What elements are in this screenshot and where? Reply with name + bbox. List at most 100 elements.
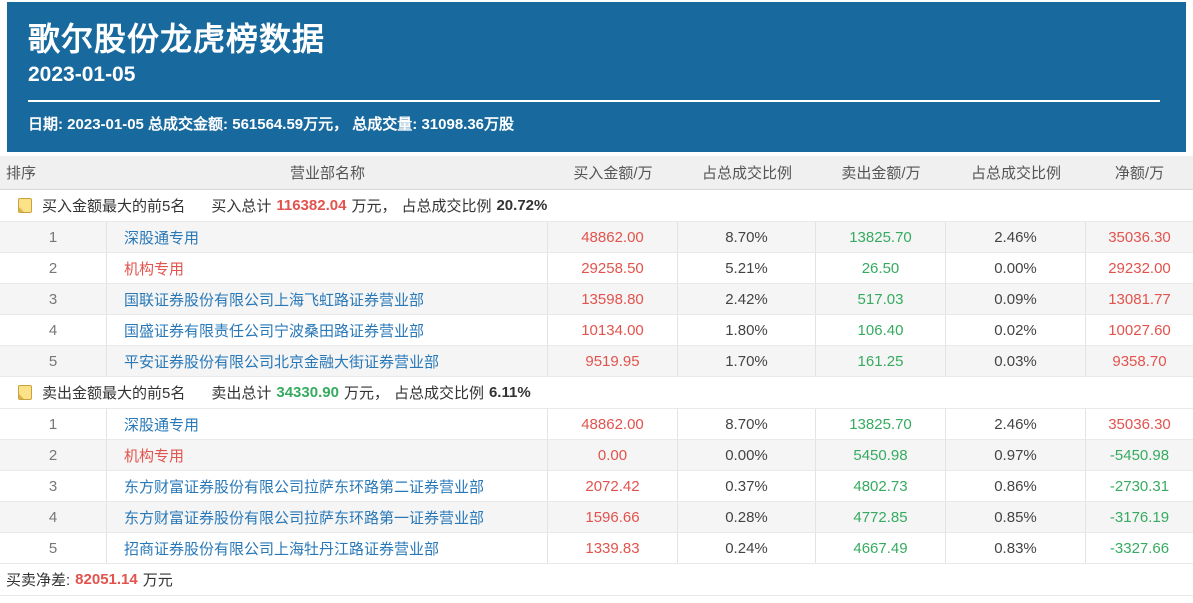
broker-name-link[interactable]: 深股通专用 <box>107 409 548 439</box>
table-row: 1 深股通专用 48862.00 8.70% 13825.70 2.46% 35036.30 <box>0 222 1193 253</box>
buy-amount: 2072.42 <box>548 471 678 501</box>
broker-name-link[interactable]: 东方财富证券股份有限公司拉萨东环路第二证券营业部 <box>107 471 548 501</box>
table-row: 3 国联证券股份有限公司上海飞虹路证券营业部 13598.80 2.42% 517.03… <box>0 284 1193 315</box>
net-amount: -5450.98 <box>1109 446 1170 464</box>
buy-ratio: 0.00% <box>678 440 816 470</box>
buy-ratio: 0.24% <box>678 533 816 563</box>
buy-amount: 10134.00 <box>548 315 678 345</box>
rank-cell: 1 <box>0 222 107 252</box>
net-amount: 35036.30 <box>1108 415 1171 433</box>
note-icon <box>18 385 32 400</box>
net-amount: 10027.60 <box>1108 321 1171 339</box>
net-amount: 13081.77 <box>1108 290 1171 308</box>
buy-amount: 0.00 <box>548 440 678 470</box>
table-row: 4 国盛证券有限责任公司宁波桑田路证券营业部 10134.00 1.80% 106.40… <box>0 315 1193 346</box>
section-ratio-value: 6.11% <box>488 384 531 401</box>
net-diff-label: 买卖净差: <box>6 572 71 589</box>
net-amount: 29232.00 <box>1108 259 1171 277</box>
section-total-label: 卖出总计 <box>211 385 272 402</box>
lhb-table: 排序 营业部名称 买入金额/万 占总成交比例 卖出金额/万 占总成交比例 净额/万 买入金额… <box>0 156 1193 596</box>
buy-ratio: 2.42% <box>678 284 816 314</box>
note-icon <box>18 198 32 213</box>
broker-name-link[interactable]: 国盛证券有限责任公司宁波桑田路证券营业部 <box>107 315 548 345</box>
broker-name-link[interactable]: 国联证券股份有限公司上海飞虹路证券营业部 <box>107 284 548 314</box>
section-total-label: 买入总计 <box>211 198 272 215</box>
buy-ratio: 1.70% <box>678 346 816 376</box>
header-date: 2023-01-05 <box>28 63 136 86</box>
rank-cell: 4 <box>0 502 107 532</box>
section-total-value: 116382.04 <box>276 197 347 214</box>
broker-name-link[interactable]: 招商证券股份有限公司上海牡丹江路证券营业部 <box>107 533 548 563</box>
page-title: 歌尔股份龙虎榜数据 <box>28 21 326 57</box>
net-diff-footer: 买卖净差: 82051.14 万元 <box>0 564 1193 596</box>
table-row: 5 招商证券股份有限公司上海牡丹江路证券营业部 1339.83 0.24% 4667.4… <box>0 533 1193 564</box>
sell-ratio: 0.00% <box>946 253 1086 283</box>
table-row: 2 机构专用 29258.50 5.21% 26.50 0.00% 29232.00 <box>0 253 1193 284</box>
net-amount: -2730.31 <box>1109 477 1170 495</box>
section-header-buy: 买入金额最大的前5名 买入总计 116382.04 万元， 占总成交比例 20.72% <box>0 190 1193 222</box>
net-diff-value: 82051.14 <box>75 571 138 588</box>
sell-ratio: 0.09% <box>946 284 1086 314</box>
buy-amount: 1596.66 <box>548 502 678 532</box>
section-title: 卖出金额最大的前5名 <box>42 385 186 402</box>
section-total-value: 34330.90 <box>276 384 339 401</box>
column-header-2: 买入金额/万 <box>573 165 653 182</box>
net-diff-unit: 万元 <box>142 572 173 589</box>
broker-name-link[interactable]: 机构专用 <box>107 253 548 283</box>
section-ratio-value: 20.72% <box>496 197 548 214</box>
sell-amount: 5450.98 <box>816 440 946 470</box>
section-ratio-label: 占总成交比例 <box>401 198 492 215</box>
broker-name-link[interactable]: 机构专用 <box>107 440 548 470</box>
sell-ratio: 0.83% <box>946 533 1086 563</box>
sell-ratio: 2.46% <box>946 409 1086 439</box>
sell-ratio: 0.86% <box>946 471 1086 501</box>
table-body: 买入金额最大的前5名 买入总计 116382.04 万元， 占总成交比例 20.72% 1 深… <box>0 190 1193 564</box>
rank-cell: 5 <box>0 533 107 563</box>
sell-ratio: 0.97% <box>946 440 1086 470</box>
column-header-0: 排序 <box>6 165 37 182</box>
net-amount: 9358.70 <box>1112 352 1167 370</box>
section-total-unit: 万元， <box>351 198 397 215</box>
section-header-sell: 卖出金额最大的前5名 卖出总计 34330.90 万元， 占总成交比例 6.11% <box>0 377 1193 409</box>
buy-amount: 29258.50 <box>548 253 678 283</box>
sell-amount: 13825.70 <box>816 409 946 439</box>
sell-amount: 4667.49 <box>816 533 946 563</box>
buy-ratio: 1.80% <box>678 315 816 345</box>
buy-amount: 48862.00 <box>548 222 678 252</box>
rank-cell: 1 <box>0 409 107 439</box>
buy-amount: 48862.00 <box>548 409 678 439</box>
net-amount: -3327.66 <box>1109 539 1170 557</box>
net-amount: -3176.19 <box>1109 508 1170 526</box>
broker-name-link[interactable]: 深股通专用 <box>107 222 548 252</box>
sell-ratio: 0.03% <box>946 346 1086 376</box>
header-summary: 日期: 2023-01-05 总成交金额: 561564.59万元， 总成交量:… <box>28 116 515 133</box>
sell-amount: 517.03 <box>816 284 946 314</box>
rank-cell: 4 <box>0 315 107 345</box>
sell-amount: 4772.85 <box>816 502 946 532</box>
buy-ratio: 8.70% <box>678 409 816 439</box>
section-ratio-label: 占总成交比例 <box>393 385 484 402</box>
sell-amount: 106.40 <box>816 315 946 345</box>
rank-cell: 2 <box>0 440 107 470</box>
table-row: 1 深股通专用 48862.00 8.70% 13825.70 2.46% 35036.30 <box>0 409 1193 440</box>
rank-cell: 5 <box>0 346 107 376</box>
table-row: 4 东方财富证券股份有限公司拉萨东环路第一证券营业部 1596.66 0.28% 477… <box>0 502 1193 533</box>
sell-ratio: 0.85% <box>946 502 1086 532</box>
page-header: 歌尔股份龙虎榜数据 2023-01-05 日期: 2023-01-05 总成交金… <box>7 2 1186 152</box>
sell-ratio: 2.46% <box>946 222 1086 252</box>
table-header-row: 排序 营业部名称 买入金额/万 占总成交比例 卖出金额/万 占总成交比例 净额/万 <box>0 156 1193 190</box>
buy-ratio: 0.37% <box>678 471 816 501</box>
buy-ratio: 5.21% <box>678 253 816 283</box>
table-row: 3 东方财富证券股份有限公司拉萨东环路第二证券营业部 2072.42 0.37% 480… <box>0 471 1193 502</box>
sell-amount: 13825.70 <box>816 222 946 252</box>
column-header-4: 卖出金额/万 <box>841 165 921 182</box>
broker-name-link[interactable]: 平安证券股份有限公司北京金融大街证券营业部 <box>107 346 548 376</box>
sell-ratio: 0.02% <box>946 315 1086 345</box>
section-total-unit: 万元， <box>343 385 389 402</box>
column-header-1: 营业部名称 <box>289 165 365 182</box>
rank-cell: 3 <box>0 471 107 501</box>
sell-amount: 161.25 <box>816 346 946 376</box>
rank-cell: 2 <box>0 253 107 283</box>
buy-amount: 1339.83 <box>548 533 678 563</box>
broker-name-link[interactable]: 东方财富证券股份有限公司拉萨东环路第一证券营业部 <box>107 502 548 532</box>
